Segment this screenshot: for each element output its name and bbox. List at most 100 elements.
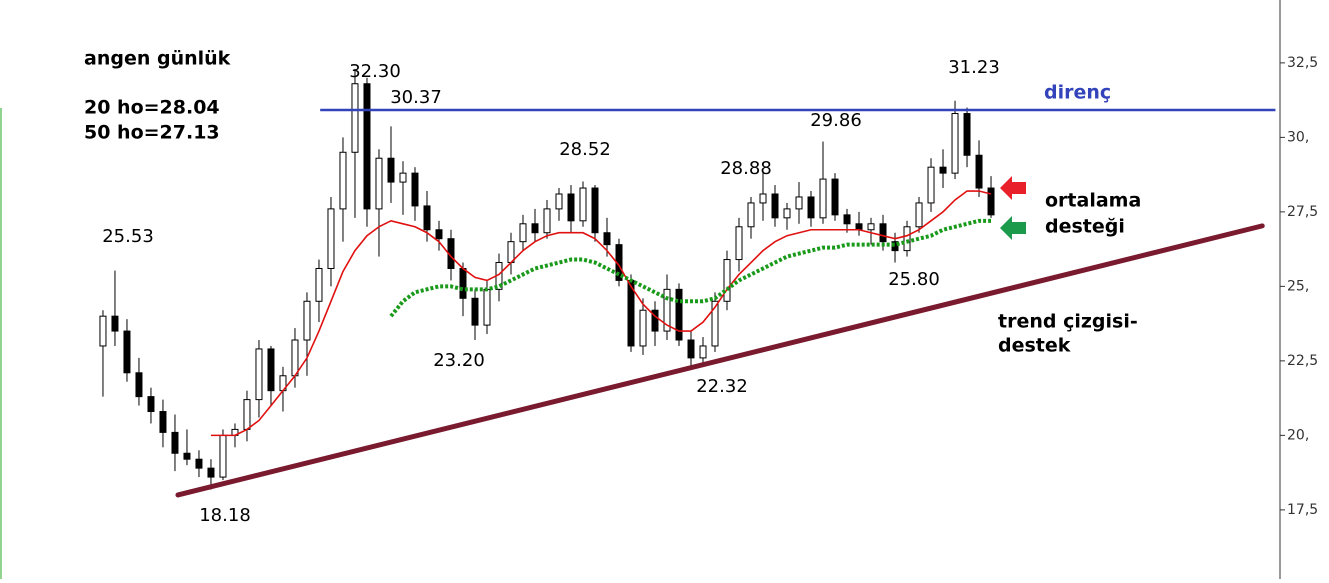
candle-body (111, 315, 119, 332)
candle-body (783, 208, 791, 219)
candle-body (699, 345, 707, 359)
candle-body (939, 166, 947, 174)
ma-note: 50 ho=27.13 (84, 122, 220, 144)
chart-title: angen günlük (84, 48, 231, 70)
candle-body (795, 196, 803, 210)
candle-body (771, 193, 779, 219)
ma-note: 20 ho=28.04 (84, 97, 220, 119)
candle-body (855, 223, 863, 231)
price-annotation: 18.18 (199, 505, 251, 526)
candle-body (579, 187, 587, 222)
candle-body (315, 267, 323, 302)
candle-body (831, 178, 839, 216)
candle-body (711, 300, 719, 347)
candle-body (759, 193, 767, 204)
price-annotation: 28.52 (559, 139, 611, 160)
price-annotation: 30.37 (390, 87, 442, 108)
candle-body (219, 434, 227, 478)
candle-body (255, 348, 263, 401)
candle-body (543, 208, 551, 234)
candle-body (303, 300, 311, 341)
trend-line (175, 223, 1265, 498)
y-tick-label: 32,5 (1287, 55, 1318, 71)
price-annotation: 28.88 (720, 158, 772, 179)
candle-body (843, 214, 851, 225)
support-note: desteği (1045, 216, 1125, 238)
candle-body (327, 208, 335, 269)
y-tick-label: 25, (1287, 278, 1309, 294)
candle-body (747, 202, 755, 228)
candle-body (267, 348, 275, 392)
y-tick-label: 22,5 (1287, 353, 1318, 369)
candle-body (975, 154, 983, 189)
candle-body (243, 399, 251, 430)
candle-body (339, 151, 347, 210)
candle-body (879, 223, 887, 243)
candle-body (603, 232, 611, 246)
red-arrow (1000, 176, 1026, 200)
price-annotation: 31.23 (948, 57, 1000, 78)
green-arrow (1000, 216, 1026, 240)
candle-body (171, 431, 179, 454)
y-tick-label: 27,5 (1287, 204, 1318, 220)
resistance-label: direnç (1044, 82, 1111, 104)
candle-body (399, 172, 407, 183)
price-annotation: 25.80 (888, 269, 940, 290)
candle-body (159, 411, 167, 433)
candle-body (687, 339, 695, 359)
candle-body (531, 223, 539, 234)
candle-body (867, 223, 875, 231)
price-annotation: 25.53 (102, 226, 154, 247)
candle-body (723, 259, 731, 302)
candle-body (483, 288, 491, 326)
candle-body (807, 196, 815, 219)
candle-body (555, 193, 563, 210)
y-tick-label: 17,5 (1287, 502, 1318, 518)
candle-body (963, 113, 971, 156)
candle-body (735, 226, 743, 261)
candle-body (675, 288, 683, 341)
candle-body (207, 467, 215, 478)
trend-label: trend çizgisi- (998, 311, 1138, 333)
support-note: ortalama (1045, 190, 1141, 212)
candle-body (435, 229, 443, 240)
candle-body (123, 330, 131, 374)
candle-body (351, 83, 359, 153)
trend-label: destek (998, 335, 1071, 357)
candle-body (915, 202, 923, 228)
candle-body (927, 166, 935, 204)
candle-body (471, 297, 479, 326)
candle-body (591, 187, 599, 234)
candle-body (411, 172, 419, 207)
candle-body (663, 288, 671, 332)
candle-body (423, 205, 431, 231)
candle-body (903, 226, 911, 252)
candle-body (387, 157, 395, 183)
candle-body (951, 113, 959, 174)
price-annotation: 29.86 (810, 110, 862, 131)
candle-body (147, 396, 155, 413)
candle-body (459, 267, 467, 299)
candle-body (567, 193, 575, 222)
price-annotation: 32.30 (349, 61, 401, 82)
candle-body (135, 372, 143, 398)
candle-body (639, 309, 647, 347)
candle-body (375, 157, 383, 210)
candle-body (99, 315, 107, 347)
candle-body (363, 83, 371, 210)
y-tick-label: 30, (1287, 129, 1309, 145)
moving-average (389, 218, 992, 318)
candle-body (183, 452, 191, 460)
candle-body (291, 339, 299, 377)
candle-body (651, 309, 659, 332)
y-tick-label: 20, (1287, 427, 1309, 443)
candle-body (195, 458, 203, 469)
candle-body (519, 223, 527, 243)
candle-body (987, 187, 995, 216)
price-annotation: 22.32 (696, 376, 748, 397)
price-annotation: 23.20 (433, 350, 485, 371)
moving-average (210, 190, 992, 437)
candle-body (819, 178, 827, 219)
